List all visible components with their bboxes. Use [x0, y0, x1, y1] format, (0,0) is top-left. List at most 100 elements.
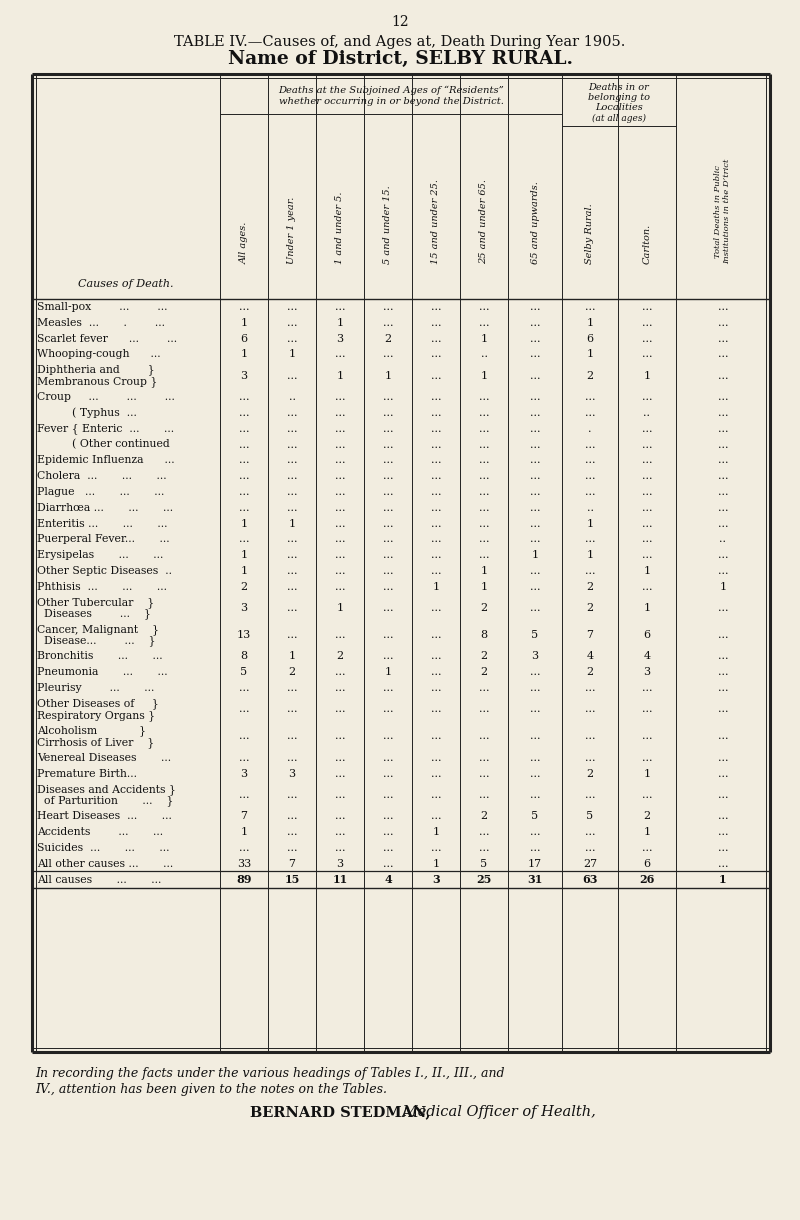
- Text: 2: 2: [241, 582, 247, 592]
- Text: ...: ...: [430, 518, 442, 528]
- Text: 1: 1: [289, 651, 295, 661]
- Text: 6: 6: [586, 333, 594, 344]
- Text: 1: 1: [586, 317, 594, 328]
- Text: ...: ...: [430, 534, 442, 544]
- Text: ...: ...: [238, 471, 250, 481]
- Text: 11: 11: [332, 875, 348, 886]
- Text: ...: ...: [382, 791, 394, 800]
- Text: ...: ...: [430, 301, 442, 312]
- Text: 6: 6: [241, 333, 247, 344]
- Text: ...: ...: [334, 683, 346, 693]
- Text: ...: ...: [334, 503, 346, 512]
- Text: ...: ...: [382, 603, 394, 614]
- Text: ...: ...: [286, 534, 298, 544]
- Text: Cirrhosis of Liver    }: Cirrhosis of Liver }: [37, 737, 154, 748]
- Text: ...: ...: [430, 753, 442, 762]
- Text: Other Septic Diseases  ..: Other Septic Diseases ..: [37, 566, 172, 576]
- Text: ...: ...: [334, 439, 346, 449]
- Text: 2: 2: [385, 333, 391, 344]
- Text: ...: ...: [642, 423, 652, 433]
- Text: ...: ...: [585, 471, 595, 481]
- Text: Selby Rural.: Selby Rural.: [586, 204, 594, 264]
- Text: ...: ...: [718, 455, 728, 465]
- Text: Respiratory Organs }: Respiratory Organs }: [37, 710, 155, 721]
- Text: ...: ...: [382, 566, 394, 576]
- Text: 5: 5: [586, 811, 594, 821]
- Text: 1: 1: [643, 603, 650, 614]
- Text: 2: 2: [586, 667, 594, 677]
- Text: ...: ...: [286, 791, 298, 800]
- Text: ...: ...: [530, 455, 540, 465]
- Text: ...: ...: [334, 392, 346, 403]
- Text: ...: ...: [642, 518, 652, 528]
- Text: ...: ...: [382, 349, 394, 360]
- Text: ...: ...: [334, 487, 346, 497]
- Text: Accidents        ...       ...: Accidents ... ...: [37, 827, 163, 837]
- Text: ...: ...: [718, 791, 728, 800]
- Text: ...: ...: [585, 732, 595, 742]
- Text: 3: 3: [643, 667, 650, 677]
- Text: Localities: Localities: [595, 104, 643, 112]
- Text: 1 and under 5.: 1 and under 5.: [335, 192, 345, 264]
- Text: Pleurisy        ...       ...: Pleurisy ... ...: [37, 683, 154, 693]
- Text: ...: ...: [382, 843, 394, 853]
- Text: Under 1 year.: Under 1 year.: [287, 196, 297, 264]
- Text: ...: ...: [238, 503, 250, 512]
- Text: ...: ...: [530, 503, 540, 512]
- Text: All other causes ...       ...: All other causes ... ...: [37, 859, 174, 869]
- Text: All causes       ...       ...: All causes ... ...: [37, 875, 162, 884]
- Text: TABLE IV.—Causes of, and Ages at, Death During Year 1905.: TABLE IV.—Causes of, and Ages at, Death …: [174, 35, 626, 49]
- Text: ...: ...: [430, 371, 442, 381]
- Text: 63: 63: [582, 875, 598, 886]
- Text: ...: ...: [530, 392, 540, 403]
- Text: ...: ...: [286, 439, 298, 449]
- Text: ...: ...: [334, 455, 346, 465]
- Text: ...: ...: [430, 317, 442, 328]
- Text: ...: ...: [286, 603, 298, 614]
- Text: Disease...        ...    }: Disease... ... }: [37, 636, 155, 647]
- Text: ...: ...: [430, 566, 442, 576]
- Text: ...: ...: [530, 371, 540, 381]
- Text: 3: 3: [241, 603, 247, 614]
- Text: ...: ...: [382, 753, 394, 762]
- Text: Venereal Diseases       ...: Venereal Diseases ...: [37, 753, 171, 762]
- Text: Epidemic Influenza      ...: Epidemic Influenza ...: [37, 455, 174, 465]
- Text: ...: ...: [585, 439, 595, 449]
- Text: ...: ...: [382, 704, 394, 715]
- Text: ...: ...: [286, 333, 298, 344]
- Text: ...: ...: [530, 349, 540, 360]
- Text: ...: ...: [382, 582, 394, 592]
- Text: BERNARD STEDMAN,: BERNARD STEDMAN,: [250, 1105, 430, 1119]
- Text: ...: ...: [334, 349, 346, 360]
- Text: Other Tubercular    }: Other Tubercular }: [37, 597, 154, 608]
- Text: ...: ...: [718, 423, 728, 433]
- Text: 5: 5: [481, 859, 487, 869]
- Text: 1: 1: [643, 769, 650, 778]
- Text: ..: ..: [586, 503, 594, 512]
- Text: Causes of Death.: Causes of Death.: [78, 279, 174, 289]
- Text: ...: ...: [530, 407, 540, 418]
- Text: ...: ...: [238, 704, 250, 715]
- Text: ...: ...: [382, 301, 394, 312]
- Text: ...: ...: [286, 811, 298, 821]
- Text: ...: ...: [718, 392, 728, 403]
- Text: Deaths at the Subjoined Ages of “Residents”: Deaths at the Subjoined Ages of “Residen…: [278, 85, 504, 95]
- Text: 2: 2: [643, 811, 650, 821]
- Text: ...: ...: [334, 630, 346, 640]
- Text: 1: 1: [433, 827, 439, 837]
- Text: ...: ...: [530, 683, 540, 693]
- Text: ...: ...: [238, 753, 250, 762]
- Text: ...: ...: [478, 317, 490, 328]
- Text: ...: ...: [642, 683, 652, 693]
- Text: ...: ...: [530, 317, 540, 328]
- Text: 1: 1: [481, 371, 487, 381]
- Text: 12: 12: [391, 15, 409, 29]
- Text: ...: ...: [530, 667, 540, 677]
- Text: 1: 1: [241, 518, 247, 528]
- Text: Cholera  ...       ...       ...: Cholera ... ... ...: [37, 471, 166, 481]
- Text: Diphtheria and        }: Diphtheria and }: [37, 365, 154, 376]
- Text: ...: ...: [478, 423, 490, 433]
- Text: ...: ...: [642, 732, 652, 742]
- Text: ...: ...: [334, 471, 346, 481]
- Text: 33: 33: [237, 859, 251, 869]
